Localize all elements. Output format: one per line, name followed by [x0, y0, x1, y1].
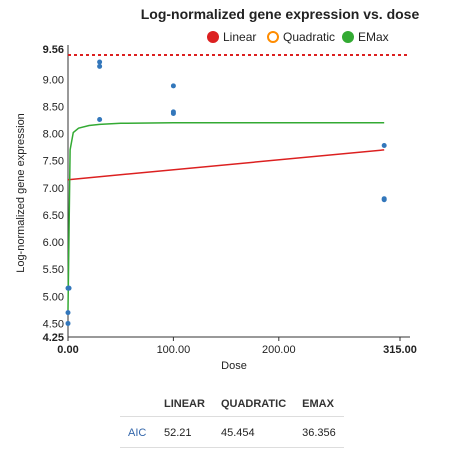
aic-table-header-emax: EMAX	[294, 392, 344, 417]
legend-marker-linear	[207, 31, 219, 43]
aic-table-header-blank	[120, 392, 156, 417]
aic-row-label: AIC	[120, 416, 156, 448]
dose-response-chart: Log-normalized gene expression vs. dose L…	[15, 6, 420, 372]
x-tick-label: 315.00	[383, 344, 417, 356]
y-tick-label: 8.00	[43, 129, 64, 141]
y-tick-label: 5.00	[43, 291, 64, 303]
aic-value-quadratic: 45.454	[212, 416, 295, 448]
aic-table-header-row: LINEAR QUADRATIC EMAX	[120, 392, 344, 417]
data-point	[170, 111, 176, 117]
chart-title: Log-normalized gene expression vs. dose	[141, 6, 420, 22]
y-tick-label: 5.50	[43, 264, 64, 276]
y-tick-label: 7.50	[43, 156, 64, 168]
y-tick-label: 4.50	[43, 318, 64, 330]
legend-marker-quadratic	[267, 31, 279, 43]
y-tick-label: 8.50	[43, 101, 64, 113]
data-point	[381, 197, 387, 203]
x-axis-label: Dose	[221, 360, 247, 372]
x-tick-label: 100.00	[157, 344, 191, 356]
series-line-linear	[67, 149, 385, 181]
legend-label-emax: EMax	[358, 30, 389, 44]
legend-label-linear: Linear	[223, 30, 256, 44]
table-row: AIC 52.21 45.454 36.356	[120, 416, 344, 448]
aic-table: LINEAR QUADRATIC EMAX AIC 52.21 45.454 3…	[120, 392, 344, 448]
data-point	[170, 83, 176, 89]
x-tick-label: 0.00	[57, 344, 78, 356]
data-point	[97, 117, 103, 123]
y-tick-label: 4.25	[43, 332, 64, 344]
data-point	[65, 310, 71, 316]
aic-table-header-linear: LINEAR	[156, 392, 213, 417]
y-tick-label: 6.50	[43, 210, 64, 222]
data-point	[97, 59, 103, 65]
x-tick-label: 200.00	[262, 344, 296, 356]
legend-label-quadratic: Quadratic	[283, 30, 335, 44]
data-point	[65, 320, 71, 326]
aic-value-emax: 36.356	[294, 416, 344, 448]
y-axis-label: Log-normalized gene expression	[15, 113, 27, 273]
y-tick-label: 9.56	[43, 44, 64, 56]
aic-table-header-quadratic: QUADRATIC	[212, 392, 295, 417]
data-point	[66, 285, 72, 291]
data-point	[381, 143, 387, 149]
y-tick-label: 6.00	[43, 237, 64, 249]
legend-marker-emax	[342, 31, 354, 43]
aic-value-linear: 52.21	[156, 416, 213, 448]
data-point	[97, 63, 103, 69]
series-line-emax	[67, 122, 385, 310]
y-tick-label: 9.00	[43, 74, 64, 86]
y-tick-label: 7.00	[43, 183, 64, 195]
